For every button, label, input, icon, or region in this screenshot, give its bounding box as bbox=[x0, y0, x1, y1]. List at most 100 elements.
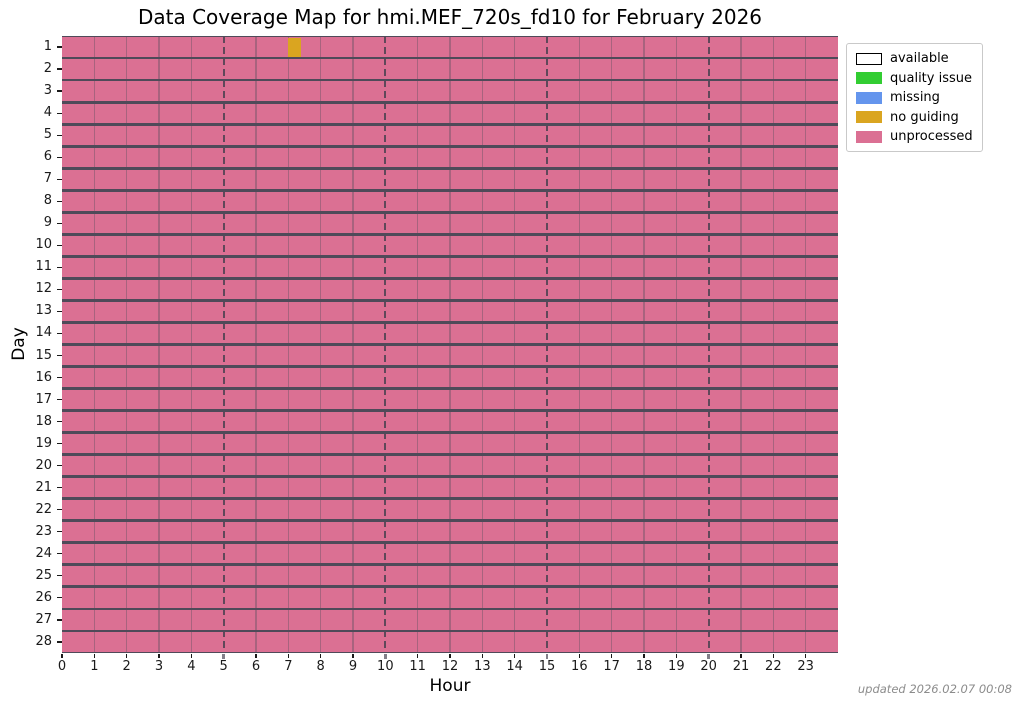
x-tick-label: 5 bbox=[219, 659, 228, 674]
y-tick-label: 24 bbox=[35, 545, 52, 561]
row-separator bbox=[62, 299, 838, 302]
y-tick-label: 7 bbox=[43, 171, 52, 187]
x-tick-mark bbox=[772, 653, 774, 658]
y-tick-mark bbox=[57, 421, 62, 423]
y-tick-mark bbox=[57, 553, 62, 555]
updated-timestamp: updated 2026.02.07 00:08 bbox=[857, 682, 1012, 696]
y-tick-label: 27 bbox=[35, 611, 52, 627]
x-tick-mark bbox=[805, 653, 807, 658]
y-tick-label: 14 bbox=[35, 325, 52, 341]
y-tick-mark bbox=[57, 597, 62, 599]
x-tick-mark bbox=[126, 653, 128, 658]
x-tick-label: 12 bbox=[441, 659, 459, 674]
y-tick-mark bbox=[57, 575, 62, 577]
legend-swatch-missing bbox=[856, 91, 882, 104]
legend-item: quality issue bbox=[856, 71, 973, 86]
y-tick-label: 23 bbox=[35, 523, 52, 539]
y-tick-mark bbox=[57, 178, 62, 180]
x-tick-label: 16 bbox=[571, 659, 588, 674]
y-tick-mark bbox=[57, 531, 62, 533]
y-tick-mark bbox=[57, 465, 62, 467]
y-tick-mark bbox=[57, 509, 62, 511]
x-tick-mark bbox=[545, 653, 549, 659]
legend-item: unprocessed bbox=[856, 129, 973, 144]
y-tick-label: 10 bbox=[35, 237, 52, 253]
y-tick-label: 12 bbox=[35, 281, 52, 297]
legend-swatch-available bbox=[856, 52, 882, 65]
x-tick-mark bbox=[578, 653, 580, 658]
row-separator bbox=[62, 409, 838, 412]
legend-label: unprocessed bbox=[890, 129, 973, 144]
legend-swatch-unprocessed bbox=[856, 130, 882, 143]
x-axis-label: Hour bbox=[429, 676, 471, 696]
y-tick-label: 28 bbox=[35, 633, 52, 649]
row-separator bbox=[62, 563, 838, 567]
x-tick-label: 1 bbox=[90, 659, 99, 674]
y-tick-label: 15 bbox=[35, 347, 52, 363]
x-tick-mark bbox=[158, 653, 160, 658]
y-tick-label: 18 bbox=[35, 413, 52, 429]
y-tick-mark bbox=[57, 156, 62, 158]
x-tick-mark bbox=[320, 653, 322, 658]
x-tick-label: 6 bbox=[251, 659, 261, 674]
y-tick-mark bbox=[57, 222, 62, 224]
x-tick-label: 7 bbox=[284, 659, 293, 674]
x-tick-label: 0 bbox=[57, 659, 67, 674]
y-tick-mark bbox=[57, 354, 62, 357]
row-separator bbox=[62, 519, 838, 523]
chart-title: Data Coverage Map for hmi.MEF_720s_fd10 … bbox=[137, 5, 763, 29]
x-tick-mark bbox=[190, 653, 192, 658]
y-tick-mark bbox=[57, 68, 62, 70]
y-tick-label: 8 bbox=[43, 193, 52, 209]
x-tick-mark bbox=[352, 653, 354, 658]
y-tick-label: 22 bbox=[35, 501, 52, 517]
y-tick-mark bbox=[57, 112, 62, 114]
y-tick-mark bbox=[57, 310, 62, 313]
y-tick-mark bbox=[57, 443, 62, 445]
x-tick-label: 19 bbox=[668, 659, 685, 674]
x-tick-label: 2 bbox=[122, 659, 131, 674]
legend: available quality issue missing no guiding u… bbox=[846, 43, 983, 152]
coverage-segment bbox=[288, 37, 302, 57]
row-separator bbox=[62, 232, 838, 236]
x-tick-mark bbox=[514, 653, 516, 658]
y-tick-mark bbox=[57, 288, 62, 290]
x-tick-mark bbox=[222, 653, 225, 659]
y-tick-mark bbox=[57, 134, 62, 136]
row-separator bbox=[62, 276, 838, 280]
row-separator bbox=[62, 78, 838, 82]
y-tick-mark bbox=[57, 46, 62, 48]
x-tick-label: 9 bbox=[348, 659, 358, 674]
y-tick-label: 9 bbox=[43, 215, 52, 231]
x-tick-mark bbox=[255, 653, 257, 658]
legend-label: quality issue bbox=[890, 70, 972, 86]
plot-area bbox=[62, 36, 838, 653]
row-separator bbox=[62, 100, 838, 104]
row-separator bbox=[62, 497, 838, 501]
row-separator bbox=[62, 36, 838, 38]
row-separator bbox=[62, 321, 838, 324]
row-separator bbox=[62, 453, 838, 457]
x-tick-label: 23 bbox=[797, 659, 814, 674]
y-tick-mark bbox=[57, 244, 62, 246]
y-tick-label: 25 bbox=[35, 567, 52, 583]
x-tick-label: 18 bbox=[635, 659, 653, 674]
x-tick-label: 20 bbox=[700, 659, 717, 674]
y-tick-mark bbox=[57, 90, 62, 92]
y-tick-label: 5 bbox=[43, 127, 52, 143]
y-tick-mark bbox=[57, 200, 62, 202]
y-axis-label: Day bbox=[9, 327, 29, 361]
y-tick-mark bbox=[57, 332, 62, 335]
x-tick-mark bbox=[417, 653, 419, 658]
row-separator bbox=[62, 166, 838, 170]
y-tick-label: 17 bbox=[35, 391, 52, 407]
x-tick-mark bbox=[61, 653, 63, 658]
x-tick-label: 21 bbox=[732, 659, 750, 674]
row-separator bbox=[62, 188, 838, 192]
x-tick-mark bbox=[481, 653, 483, 658]
y-tick-label: 13 bbox=[35, 303, 52, 319]
row-separator bbox=[62, 607, 838, 611]
x-tick-mark bbox=[675, 653, 677, 658]
y-tick-label: 11 bbox=[35, 259, 52, 275]
row-separator bbox=[62, 56, 838, 60]
